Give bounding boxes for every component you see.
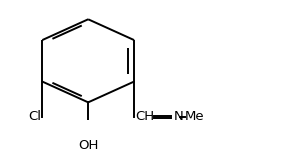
Text: Cl: Cl bbox=[28, 110, 41, 123]
Text: OH: OH bbox=[78, 139, 98, 152]
Text: Me: Me bbox=[185, 110, 204, 123]
Text: N: N bbox=[174, 110, 184, 123]
Text: CH: CH bbox=[135, 110, 155, 123]
